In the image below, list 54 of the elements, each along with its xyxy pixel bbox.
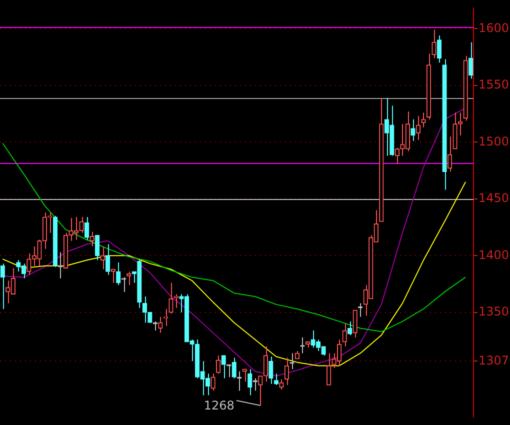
candlestick [342, 323, 347, 347]
candlestick [432, 29, 436, 59]
y-tick-label: 1307 [478, 353, 510, 368]
candlestick [0, 263, 5, 310]
candlestick [110, 268, 116, 284]
candlestick [416, 116, 421, 140]
candlestick [84, 216, 90, 240]
candlestick [352, 310, 358, 338]
candlestick [436, 34, 442, 64]
candlestick [248, 368, 252, 396]
candlestick [232, 357, 236, 379]
candlestick [216, 355, 221, 374]
y-tick-label: 1350 [478, 304, 510, 319]
candlestick [158, 316, 163, 334]
candlestick [274, 373, 279, 386]
candlestick [458, 112, 463, 136]
candlestick [305, 342, 310, 348]
candlestick [26, 252, 32, 276]
annotation: 1268 [204, 398, 234, 413]
candlestick [426, 53, 432, 120]
candlestick [90, 231, 94, 248]
candlestick [263, 346, 268, 382]
y-tick-label: 1600 [478, 20, 510, 35]
candlestick [290, 352, 294, 370]
candlestick [258, 376, 263, 406]
candlestick [221, 355, 226, 379]
candlestick [106, 244, 110, 276]
y-tick-label: 1500 [478, 134, 510, 148]
candlestick [126, 271, 132, 286]
candlestick [348, 320, 352, 336]
candlestick [116, 262, 121, 286]
candlestick [48, 212, 52, 234]
candlestick [326, 352, 332, 386]
candlestick [168, 282, 174, 314]
candlestick [394, 147, 400, 164]
candlestick [279, 378, 284, 390]
candlestick [174, 294, 179, 308]
candlestick [447, 136, 452, 172]
y-tick-label: 1400 [478, 248, 510, 262]
candlestick [284, 357, 290, 386]
candlestick [94, 234, 100, 261]
candlestick [463, 55, 468, 122]
y-tick-label: 1550 [478, 78, 510, 92]
candlestick [300, 336, 305, 354]
candlestick [452, 112, 458, 150]
candlestick [210, 373, 216, 392]
y-tick-label: 1450 [478, 191, 510, 206]
candlestick [468, 42, 474, 80]
candlestick [410, 118, 416, 142]
candlestick [421, 112, 426, 128]
candlestick [442, 58, 447, 190]
candlestick [379, 97, 384, 222]
candlestick [268, 356, 274, 384]
candlestick [163, 308, 168, 326]
